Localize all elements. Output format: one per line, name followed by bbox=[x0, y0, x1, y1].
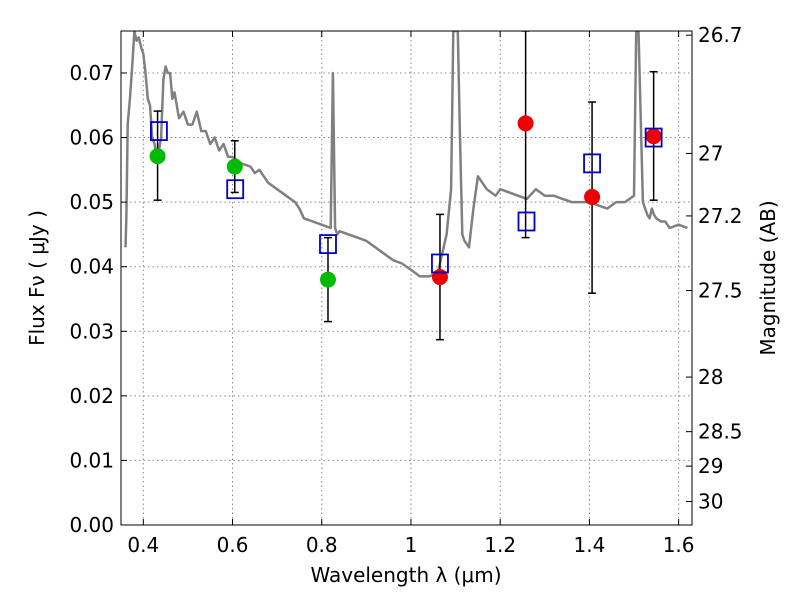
plot-frame bbox=[120, 30, 693, 526]
x-axis-label: Wavelength λ (μm) bbox=[310, 563, 501, 587]
y-tick-label: 0.04 bbox=[69, 255, 114, 279]
y-right-tick-label: 29 bbox=[698, 454, 723, 478]
y-tick-label: 0.05 bbox=[69, 190, 114, 214]
y-right-tick-label: 28.5 bbox=[698, 420, 743, 444]
observed-point bbox=[431, 269, 448, 286]
y-right-tick-label: 27 bbox=[698, 141, 723, 165]
model-photometry-layer bbox=[150, 121, 663, 274]
y-right-tick-label: 27.5 bbox=[698, 279, 743, 303]
observed-point bbox=[319, 271, 336, 288]
y-tick-label: 0.06 bbox=[69, 126, 114, 150]
x-tick-label: 0.6 bbox=[217, 533, 249, 557]
model-photometry-square bbox=[431, 253, 449, 274]
y-right-tick-label: 28 bbox=[698, 365, 723, 389]
y-tick-label: 0.02 bbox=[69, 384, 114, 408]
axis-ticks bbox=[121, 31, 692, 526]
y-right-tick-label: 26.7 bbox=[698, 23, 743, 47]
observed-point bbox=[226, 158, 243, 175]
y-right-tick-label: 27.2 bbox=[698, 204, 743, 228]
observed-point bbox=[517, 115, 534, 132]
y-tick-label: 0.01 bbox=[69, 448, 114, 472]
model-photometry-square bbox=[583, 153, 601, 174]
grid bbox=[121, 31, 692, 525]
y-right-tick-label: 30 bbox=[698, 490, 723, 514]
observed-point bbox=[645, 128, 662, 145]
y-tick-label: 0.03 bbox=[69, 319, 114, 343]
y-axis-label-left: Flux Fν ( μJy ) bbox=[25, 210, 49, 346]
model-photometry-square bbox=[150, 121, 168, 141]
observed-points-layer bbox=[149, 115, 662, 288]
observed-point bbox=[149, 148, 166, 165]
y-axis-label-right: Magnitude (AB) bbox=[756, 200, 780, 355]
y-tick-label: 0.07 bbox=[69, 61, 114, 85]
model-photometry-square bbox=[644, 127, 663, 148]
plot-background bbox=[121, 31, 692, 525]
x-tick-label: 0.8 bbox=[306, 533, 338, 557]
x-tick-label: 1.4 bbox=[573, 533, 605, 557]
model-photometry-square bbox=[319, 234, 337, 254]
observed-point bbox=[584, 188, 601, 205]
y-tick-label: 0.00 bbox=[69, 513, 114, 537]
x-tick-label: 1 bbox=[405, 533, 418, 557]
x-tick-label: 1.2 bbox=[484, 533, 516, 557]
axis-tick-labels: 0.4 0.6 0.8 1 1.2 1.4 1.6 0.00 0.01 0.02 0.03 0.04 0… bbox=[69, 23, 742, 557]
model-photometry-square bbox=[226, 179, 245, 200]
model-photometry-square bbox=[517, 211, 536, 232]
x-tick-label: 1.6 bbox=[663, 533, 695, 557]
x-tick-label: 0.4 bbox=[127, 533, 159, 557]
